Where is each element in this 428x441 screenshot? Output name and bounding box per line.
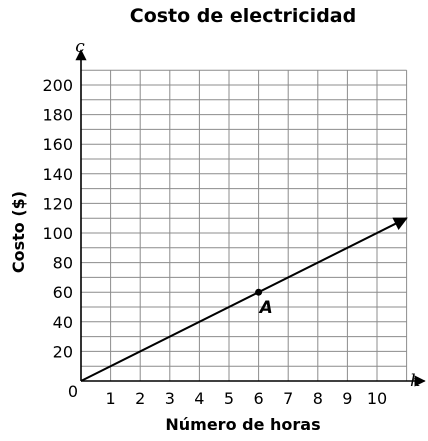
x-axis-title: Número de horas — [165, 415, 320, 434]
y-tick-label: 120 — [42, 194, 73, 213]
axes — [75, 49, 426, 387]
origin-label: 0 — [68, 382, 78, 401]
x-tick-labels: 1 2 3 4 5 6 7 8 9 10 — [106, 389, 388, 408]
chart-title: Costo de electricidad — [130, 5, 356, 27]
y-tick-label: 100 — [42, 224, 73, 243]
y-tick-label: 160 — [42, 135, 73, 154]
y-tick-label: 20 — [53, 342, 73, 361]
y-tick-label: 60 — [53, 283, 73, 302]
x-tick-label: 2 — [135, 389, 145, 408]
point-label: A — [258, 298, 273, 318]
y-tick-labels: 20 40 60 80 100 120 140 160 180 200 — [42, 76, 73, 361]
x-tick-label: 5 — [224, 389, 234, 408]
x-tick-label: 8 — [313, 389, 323, 408]
grid — [81, 69, 408, 381]
points: A — [255, 288, 273, 318]
x-tick-label: 3 — [165, 389, 175, 408]
x-tick-label: 4 — [194, 389, 204, 408]
x-variable-label: h — [410, 371, 421, 391]
x-tick-label: 7 — [283, 389, 293, 408]
cost-line — [80, 217, 408, 382]
y-tick-label: 180 — [42, 106, 73, 125]
y-tick-label: 200 — [42, 76, 73, 95]
y-tick-label: 80 — [53, 254, 73, 273]
y-tick-label: 140 — [42, 165, 73, 184]
x-tick-label: 1 — [106, 389, 116, 408]
point-marker — [255, 288, 263, 296]
x-tick-label: 6 — [254, 389, 264, 408]
x-tick-label: 9 — [342, 389, 352, 408]
x-tick-label: 10 — [367, 389, 387, 408]
series — [80, 217, 408, 382]
y-tick-label: 40 — [53, 313, 73, 332]
y-variable-label: c — [75, 37, 85, 57]
y-axis-title: Costo ($) — [9, 191, 28, 273]
